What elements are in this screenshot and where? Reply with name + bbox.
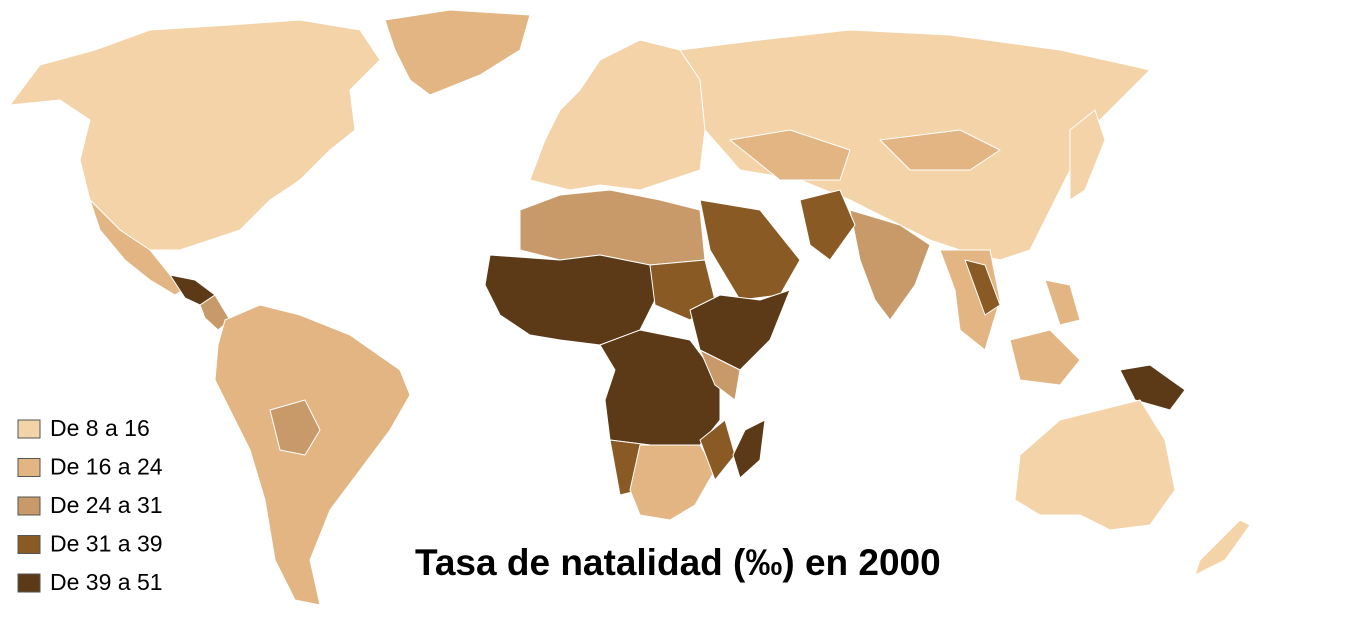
region [799,189,856,261]
region [1009,329,1081,386]
region [629,444,716,521]
region [1044,279,1081,326]
region [729,129,851,181]
legend-swatch [17,458,41,477]
legend-swatch [17,496,41,516]
map-title: Tasa de natalidad (‰) en 2000 [415,542,941,583]
map [9,9,1251,606]
region [269,399,321,456]
region [849,209,931,321]
region [1119,364,1186,411]
region [529,39,706,191]
region [699,199,801,301]
region [1014,399,1176,531]
region [484,254,656,346]
legend-label: De 39 a 51 [50,569,163,595]
region [879,129,1001,171]
region [964,259,1001,316]
legend-label: De 24 a 31 [50,492,163,518]
legend-label: De 16 a 24 [50,454,163,480]
region [699,349,741,401]
legend-label: De 31 a 39 [50,531,163,557]
legend: De 8 a 16 De 16 a 24 De 24 a 31 De 31 a 39 D… [17,415,163,595]
legend-swatch [17,535,41,554]
region [1194,519,1251,576]
region [384,9,531,96]
legend-swatch [17,573,41,593]
legend-swatch [17,419,41,439]
legend-label: De 8 a 16 [50,415,150,441]
region [214,304,411,606]
region [732,419,766,479]
region [1069,109,1106,201]
region [9,19,381,251]
region [519,189,706,266]
